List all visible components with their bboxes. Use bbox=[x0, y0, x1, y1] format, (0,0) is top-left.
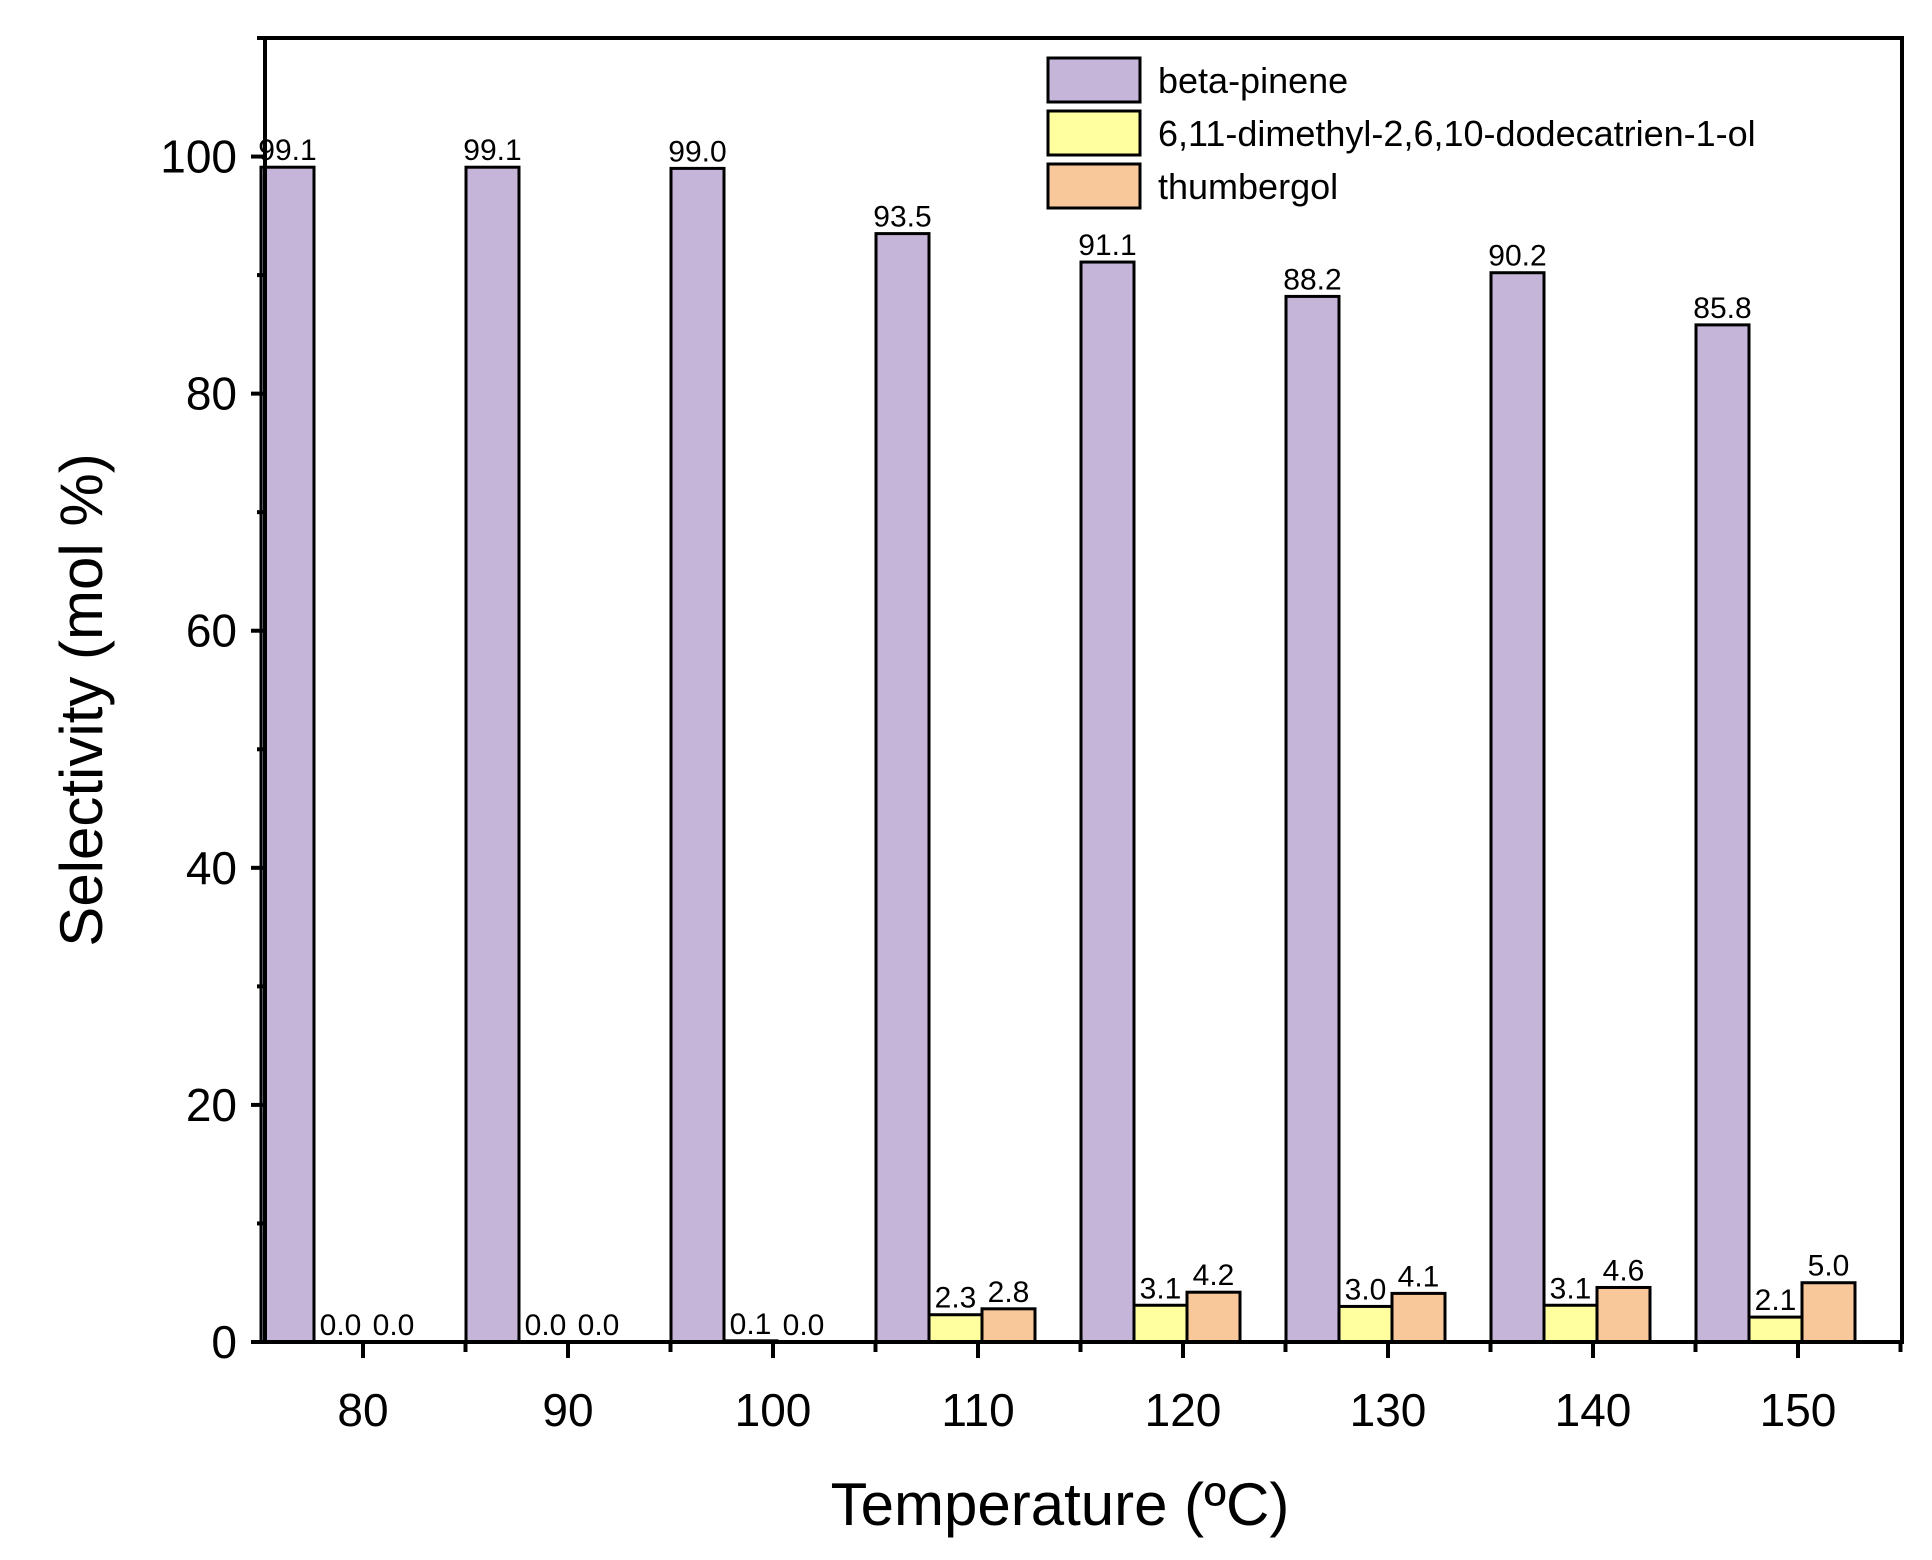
data-label: 2.1 bbox=[1755, 1284, 1797, 1317]
y-tick-label: 60 bbox=[186, 605, 237, 657]
data-label: 99.1 bbox=[258, 134, 316, 167]
legend-swatch-thumbergol bbox=[1046, 162, 1142, 210]
data-label: 0.0 bbox=[320, 1309, 362, 1342]
bar-beta-pinene-80 bbox=[259, 165, 316, 1344]
data-label: 88.2 bbox=[1283, 263, 1341, 296]
data-label: 5.0 bbox=[1808, 1250, 1850, 1283]
data-labels-layer: 99.1 0.0 0.0 99.1 0.0 0.0 99.0 0.1 0.0 93.5 2.3 2.8… bbox=[258, 134, 1849, 1342]
ticks-layer: 0 20 40 60 80 100 80 90 100 110 120 130 140 150 bbox=[160, 36, 1903, 1436]
legend-swatch-dimethyl-dodecatrienol bbox=[1046, 109, 1142, 157]
x-tick-label: 100 bbox=[735, 1384, 812, 1436]
data-label: 90.2 bbox=[1488, 240, 1546, 273]
data-label: 0.0 bbox=[373, 1309, 415, 1342]
y-tick-label: 80 bbox=[186, 368, 237, 420]
bar-thumbergol-130 bbox=[1390, 1291, 1447, 1344]
x-axis-title: Temperature (ºC) bbox=[831, 1471, 1290, 1538]
legend-swatch-beta-pinene bbox=[1046, 56, 1142, 104]
bar-beta-pinene-90 bbox=[464, 165, 521, 1344]
bar-thumbergol-120 bbox=[1185, 1290, 1242, 1344]
data-label: 3.1 bbox=[1140, 1272, 1182, 1305]
data-label: 0.0 bbox=[578, 1309, 620, 1342]
plot-frame bbox=[263, 36, 1904, 1344]
bar-dimethyl-dodecatrienol-110 bbox=[927, 1313, 984, 1344]
x-tick-label: 140 bbox=[1555, 1384, 1632, 1436]
bars-layer bbox=[259, 165, 1857, 1344]
bar-beta-pinene-140 bbox=[1489, 271, 1546, 1344]
data-label: 2.3 bbox=[935, 1282, 977, 1315]
bar-dimethyl-dodecatrienol-120 bbox=[1132, 1303, 1189, 1344]
data-label: 93.5 bbox=[873, 201, 931, 234]
bar-beta-pinene-130 bbox=[1284, 294, 1341, 1344]
x-tick-label: 80 bbox=[337, 1384, 388, 1436]
bar-thumbergol-140 bbox=[1595, 1285, 1652, 1344]
bar-beta-pinene-110 bbox=[874, 232, 931, 1344]
bar-beta-pinene-150 bbox=[1694, 323, 1751, 1344]
data-label: 3.0 bbox=[1345, 1273, 1387, 1306]
data-label: 4.6 bbox=[1603, 1254, 1645, 1287]
data-label: 2.8 bbox=[988, 1276, 1030, 1309]
bar-beta-pinene-100 bbox=[669, 166, 726, 1344]
data-label: 4.1 bbox=[1398, 1260, 1440, 1293]
data-label: 91.1 bbox=[1078, 229, 1136, 262]
bar-thumbergol-110 bbox=[980, 1307, 1037, 1344]
data-label: 99.0 bbox=[668, 135, 726, 168]
y-tick-label: 40 bbox=[186, 842, 237, 894]
data-label: 0.1 bbox=[730, 1308, 772, 1341]
data-label: 0.0 bbox=[525, 1309, 567, 1342]
data-label: 3.1 bbox=[1550, 1272, 1592, 1305]
bar-dimethyl-dodecatrienol-130 bbox=[1337, 1304, 1394, 1344]
y-tick-label: 100 bbox=[160, 131, 237, 183]
x-tick-label: 120 bbox=[1145, 1384, 1222, 1436]
axes-frame bbox=[263, 36, 1904, 1344]
bar-thumbergol-150 bbox=[1800, 1281, 1857, 1344]
data-label: 85.8 bbox=[1693, 292, 1751, 325]
x-tick-label: 130 bbox=[1350, 1384, 1427, 1436]
bar-dimethyl-dodecatrienol-150 bbox=[1747, 1315, 1804, 1344]
data-label: 0.0 bbox=[783, 1309, 825, 1342]
x-tick-label: 150 bbox=[1760, 1384, 1837, 1436]
legend-label: beta-pinene bbox=[1158, 60, 1348, 101]
legend-label: 6,11-dimethyl-2,6,10-dodecatrien-1-ol bbox=[1158, 113, 1756, 154]
y-tick-label: 20 bbox=[186, 1079, 237, 1131]
legend-label: thumbergol bbox=[1158, 166, 1338, 207]
bar-dimethyl-dodecatrienol-140 bbox=[1542, 1303, 1599, 1344]
x-tick-label: 90 bbox=[542, 1384, 593, 1436]
data-label: 4.2 bbox=[1193, 1259, 1235, 1292]
legend: beta-pinene 6,11-dimethyl-2,6,10-dodecatr… bbox=[1046, 56, 1756, 210]
y-tick-label: 0 bbox=[211, 1316, 237, 1368]
x-tick-label: 110 bbox=[941, 1384, 1014, 1436]
y-axis-title: Selectivity (mol %) bbox=[48, 453, 115, 946]
data-label: 99.1 bbox=[463, 134, 521, 167]
bar-beta-pinene-120 bbox=[1079, 260, 1136, 1344]
